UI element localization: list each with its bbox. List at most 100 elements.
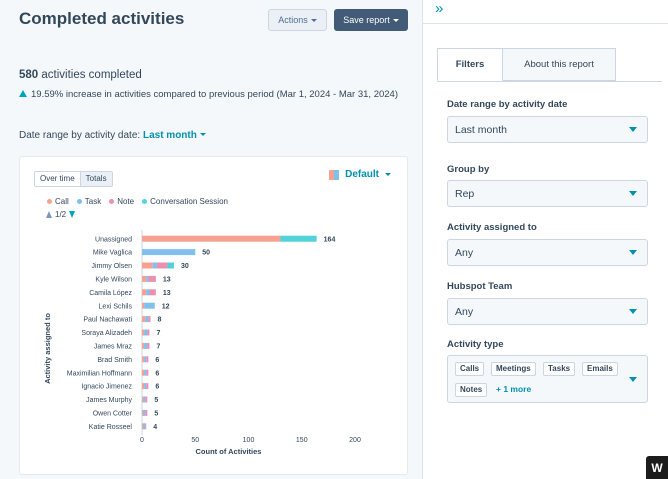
bar-segment-note xyxy=(147,329,150,336)
legend-dot xyxy=(76,199,82,204)
bar-segment-call xyxy=(142,356,145,363)
filter-label-assigned-to: Activity assigned to xyxy=(447,222,537,233)
bar-segment-call xyxy=(142,235,281,242)
bar-segment-note xyxy=(146,369,149,376)
report-main: Completed activities Actions Save report… xyxy=(19,9,414,475)
widget-launcher[interactable]: W xyxy=(646,456,668,479)
save-report-button[interactable]: Save report xyxy=(334,9,408,31)
data-label: 164 xyxy=(324,236,336,243)
tab-totals[interactable]: Totals xyxy=(79,172,112,186)
bar-segment-note xyxy=(156,262,168,269)
count-suffix: activities completed xyxy=(41,69,142,81)
chevron-down-icon xyxy=(629,377,637,382)
group-by-select[interactable]: Rep xyxy=(447,180,648,207)
bar-segment-call xyxy=(142,329,145,336)
bar-segment-task xyxy=(144,342,148,349)
more-chips-link[interactable]: + 1 more xyxy=(496,384,532,394)
data-label: 13 xyxy=(163,290,171,297)
bar-segment-task xyxy=(142,249,196,256)
tab-filters[interactable]: Filters xyxy=(437,48,503,81)
category-label: Lexi Schils xyxy=(99,303,133,310)
legend-item-note: Note xyxy=(109,197,134,206)
collapse-panel-icon[interactable]: » xyxy=(435,0,444,17)
legend-pager: 1/2 xyxy=(46,210,76,219)
triangle-up-icon xyxy=(19,90,27,97)
tab-about-report[interactable]: About this report xyxy=(503,48,616,81)
x-tick-label: 50 xyxy=(191,437,199,444)
page-down-icon[interactable] xyxy=(69,211,76,218)
category-label: Jimmy Olsen xyxy=(92,263,133,270)
data-label: 7 xyxy=(156,344,160,351)
legend-item-task: Task xyxy=(76,197,102,206)
x-tick-label: 200 xyxy=(349,437,361,444)
bar-segment-task xyxy=(152,262,157,269)
activity-type-select[interactable]: Calls Meetings Tasks Emails Notes + 1 mo… xyxy=(447,355,648,403)
bar-segment-note xyxy=(145,423,147,430)
bar-segment-call xyxy=(142,369,145,376)
date-range-select[interactable]: Last month xyxy=(447,116,648,143)
filter-label-activity-type: Activity type xyxy=(447,339,504,350)
x-tick-label: 0 xyxy=(140,437,144,444)
chart-card: Unassigned 164 Mike Vaglica 50 Jimmy Olsen 30… xyxy=(19,156,408,475)
chip-notes: Notes xyxy=(455,383,488,397)
bar-segment-task xyxy=(144,356,147,363)
panel-tabs: Filters About this report xyxy=(437,48,616,82)
category-label: Mike Vaglica xyxy=(93,250,132,257)
view-toggle: Over time Totals xyxy=(34,171,113,187)
chip-calls: Calls xyxy=(455,362,485,376)
bar-segment-call xyxy=(142,275,147,282)
change-summary: 19.59% increase in activities compared t… xyxy=(19,87,414,102)
palette-selector[interactable]: Default xyxy=(329,169,391,180)
filter-label-date-range: Date range by activity date xyxy=(447,99,568,110)
bar-segment-note xyxy=(147,342,150,349)
x-tick-label: 150 xyxy=(296,437,308,444)
tab-over-time[interactable]: Over time xyxy=(35,172,80,186)
date-range-link[interactable]: Last month xyxy=(143,130,206,141)
bar-segment-note xyxy=(149,289,156,296)
x-axis-title: Count of Activities xyxy=(196,447,262,456)
date-range-prefix: Date range by activity date: xyxy=(19,130,141,141)
data-label: 30 xyxy=(181,263,189,270)
pager-text: 1/2 xyxy=(55,210,67,219)
data-label: 6 xyxy=(155,357,159,364)
category-label: Ignacio Jimenez xyxy=(81,384,132,391)
team-select[interactable]: Any xyxy=(447,298,648,325)
category-label: Camila López xyxy=(89,290,132,297)
assigned-to-select[interactable]: Any xyxy=(447,239,648,266)
category-label: Unassigned xyxy=(95,236,132,243)
page-title: Completed activities xyxy=(19,9,185,28)
bar-segment-task xyxy=(146,289,150,296)
chevron-down-icon xyxy=(629,127,637,132)
bar-segment-call xyxy=(142,262,153,269)
x-tick-label: 100 xyxy=(243,437,255,444)
legend-dot xyxy=(109,199,115,204)
chip-meetings: Meetings xyxy=(491,362,536,376)
bar-segment-call xyxy=(142,423,144,430)
legend-dot xyxy=(47,199,52,204)
bar-segment-note xyxy=(146,383,149,390)
chevron-down-icon xyxy=(385,173,391,176)
chart-legend: Call Task Note Conversation Session xyxy=(47,197,228,206)
category-label: Owen Cotter xyxy=(93,411,133,418)
palette-label: Default xyxy=(345,169,379,180)
legend-label: Task xyxy=(84,197,102,206)
palette-icon xyxy=(329,169,340,180)
select-value: Last month xyxy=(455,123,507,136)
page-up-icon[interactable] xyxy=(46,211,52,218)
data-label: 5 xyxy=(154,397,158,404)
chevron-down-icon xyxy=(392,18,399,22)
category-label: Soraya Alizadeh xyxy=(81,330,132,337)
actions-label: Actions xyxy=(278,15,308,25)
bar-segment-task xyxy=(146,275,149,282)
bar-segment-call xyxy=(142,409,144,416)
bar-segment-task xyxy=(143,423,146,430)
data-label: 8 xyxy=(158,317,162,324)
divider xyxy=(437,81,662,82)
actions-button[interactable]: Actions xyxy=(268,9,327,31)
filters-panel: » Filters About this report Date range b… xyxy=(422,0,668,479)
legend-item-call: Call xyxy=(47,197,69,206)
bar-segment-note xyxy=(148,275,156,282)
bar-segment-task xyxy=(143,409,146,416)
category-label: Katie Rosseel xyxy=(89,424,133,431)
